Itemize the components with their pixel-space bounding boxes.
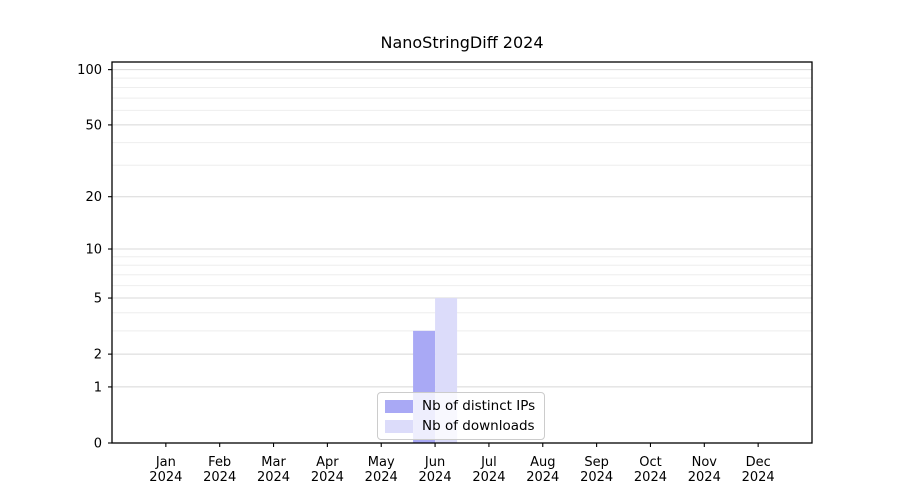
svg-text:Dec: Dec [746,455,771,470]
svg-text:Jun: Jun [424,455,445,470]
svg-text:Jul: Jul [480,455,497,470]
svg-text:50: 50 [85,118,102,133]
svg-text:Nov: Nov [692,455,718,470]
svg-text:1: 1 [94,380,102,395]
x-axis-ticks-and-labels: Jan2024Feb2024Mar2024Apr2024May2024Jun20… [149,443,775,485]
svg-text:2024: 2024 [742,470,775,485]
svg-text:2024: 2024 [365,470,398,485]
chart-title: NanoStringDiff 2024 [380,33,544,52]
svg-text:Sep: Sep [584,455,609,470]
svg-text:2024: 2024 [472,470,505,485]
legend-label-distinct-ips: Nb of distinct IPs [422,398,536,414]
distinct-ips-swatch [385,399,413,413]
y-major-gridlines [112,69,812,388]
legend-item-downloads: Nb of downloads [385,418,537,434]
svg-text:0: 0 [94,437,102,452]
svg-text:Apr: Apr [316,455,339,470]
svg-text:Jan: Jan [155,455,176,470]
svg-text:2024: 2024 [419,470,452,485]
y-axis-ticks-and-labels: 0 1 2 5 10 20 50 100 [77,63,112,452]
svg-text:2024: 2024 [311,470,344,485]
downloads-swatch [385,419,413,433]
svg-text:10: 10 [85,243,102,258]
svg-text:100: 100 [77,63,102,78]
svg-text:2024: 2024 [526,470,559,485]
svg-text:Mar: Mar [261,455,286,470]
svg-text:2024: 2024 [688,470,721,485]
svg-text:Aug: Aug [530,455,555,470]
svg-text:Oct: Oct [639,455,661,470]
svg-text:2024: 2024 [149,470,182,485]
svg-text:2: 2 [94,348,102,363]
svg-text:2024: 2024 [257,470,290,485]
svg-text:2024: 2024 [203,470,236,485]
svg-text:Feb: Feb [208,455,231,470]
svg-text:2024: 2024 [580,470,613,485]
legend-item-distinct-ips: Nb of distinct IPs [385,398,537,414]
y-minor-gridlines [112,77,812,332]
legend-label-downloads: Nb of downloads [422,418,535,434]
svg-text:5: 5 [94,292,102,307]
plot-border [111,61,813,444]
svg-text:20: 20 [85,190,102,205]
svg-text:2024: 2024 [634,470,667,485]
svg-text:May: May [368,455,395,470]
legend: Nb of distinct IPs Nb of downloads [377,392,545,440]
